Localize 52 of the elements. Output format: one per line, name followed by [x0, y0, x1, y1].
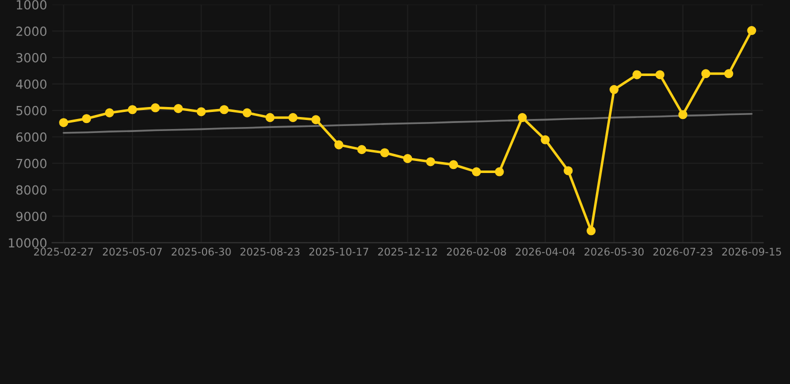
point	[540, 135, 550, 144]
point	[59, 118, 68, 128]
point	[311, 115, 320, 124]
point	[380, 148, 390, 158]
y-tick-label: 9000	[16, 212, 46, 222]
y-tick-label: 5000	[16, 106, 46, 116]
point	[266, 113, 275, 122]
y-tick-label: 4000	[16, 79, 46, 89]
point	[357, 145, 366, 154]
y-tick-label: 10000	[8, 238, 46, 248]
x-tick-label: 2025-02-27	[34, 248, 93, 256]
point	[472, 167, 481, 176]
point	[334, 140, 344, 150]
point	[220, 105, 229, 114]
y-tick-label: 7000	[16, 158, 46, 168]
point	[150, 103, 160, 112]
point	[494, 167, 504, 176]
point	[747, 26, 756, 36]
x-tick-label: 2025-10-17	[309, 248, 368, 256]
x-tick-label: 2026-04-04	[516, 248, 575, 256]
point	[518, 113, 527, 122]
x-tick-label: 2025-08-23	[240, 248, 300, 256]
point	[632, 70, 642, 80]
point	[403, 154, 412, 164]
x-tick-label: 2025-12-12	[378, 248, 437, 256]
x-tick-label: 2025-06-30	[172, 248, 231, 256]
y-tick-label: 8000	[16, 185, 46, 195]
point	[82, 114, 92, 124]
point	[426, 157, 436, 166]
point	[586, 226, 596, 236]
point	[655, 70, 664, 80]
point	[288, 113, 298, 122]
x-tick-label: 2026-02-08	[446, 248, 506, 256]
point	[242, 108, 252, 118]
x-tick-label: 2026-05-30	[584, 248, 644, 256]
point	[174, 104, 183, 114]
y-tick-label: 1000	[16, 0, 46, 10]
x-tick-label: 2025-05-07	[102, 248, 162, 256]
y-tick-label: 2000	[16, 26, 46, 36]
point	[448, 160, 458, 170]
x-tick-label: 2026-07-23	[653, 248, 712, 256]
point	[701, 69, 710, 78]
point	[678, 110, 688, 120]
point	[104, 108, 114, 118]
y-tick-label: 6000	[16, 132, 46, 142]
y-tick-label: 3000	[16, 52, 46, 62]
point	[724, 69, 734, 78]
point	[610, 85, 619, 94]
point	[564, 166, 573, 176]
x-tick-label: 2026-09-15	[722, 248, 782, 256]
point	[128, 105, 137, 114]
point	[196, 107, 206, 116]
